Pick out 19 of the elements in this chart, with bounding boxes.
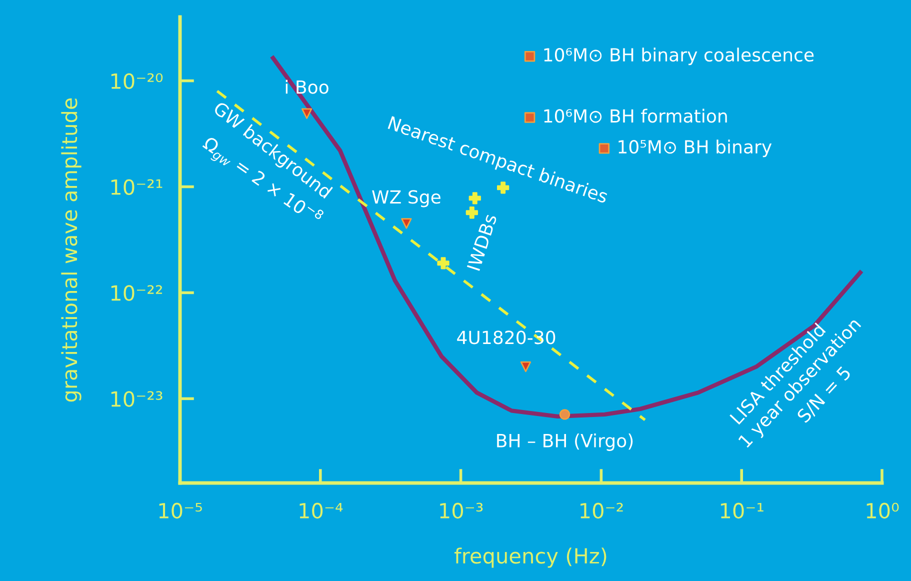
annotation: 10⁶M⊙ BH formation: [544, 108, 727, 123]
annotation: IWDBs: [466, 213, 498, 271]
y-tick-label: 10⁻²¹: [111, 179, 162, 195]
y-tick-label: 10⁻²⁰: [111, 73, 163, 90]
x-tick-label: 10⁰: [866, 502, 899, 519]
x-tick-label: 10⁻²: [580, 502, 623, 519]
x-tick-label: 10⁻¹: [720, 502, 764, 519]
annotation: 10⁵M⊙ BH binary: [618, 140, 772, 158]
x-tick-label: 10⁻⁵: [159, 502, 202, 519]
annotation: i Boo: [286, 80, 328, 94]
annotation: 10⁶M⊙ BH binary coalescence: [544, 48, 814, 66]
y-tick-label: 10⁻²³: [111, 391, 162, 407]
y-axis-title: gravitational wave amplitude: [61, 98, 82, 402]
x-tick-label: 10⁻⁴: [300, 502, 343, 519]
annotation: WZ Sge: [372, 190, 440, 208]
annotation: BH – BH (Virgo): [497, 433, 633, 451]
x-axis-title: frequency (Hz): [454, 548, 606, 568]
y-tick-label: 10⁻²²: [111, 285, 162, 301]
x-tick-label: 10⁻³: [440, 502, 483, 519]
